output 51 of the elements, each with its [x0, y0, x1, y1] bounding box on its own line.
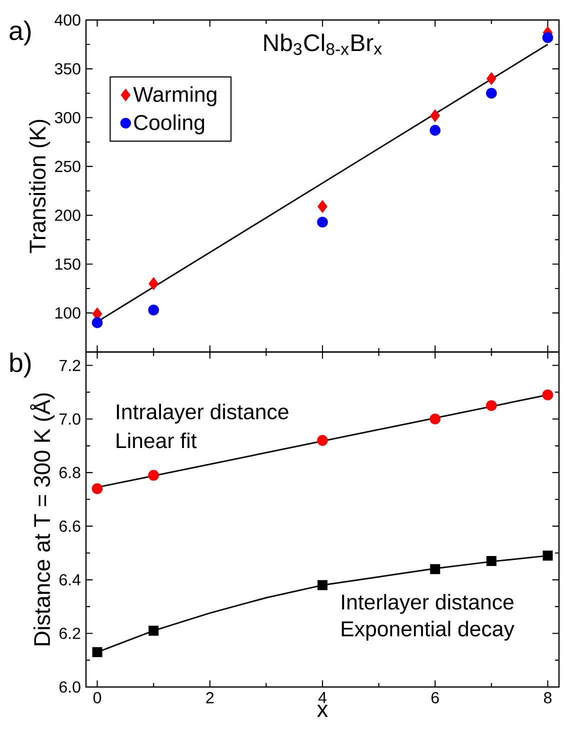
- text: b): [10, 352, 31, 378]
- x-tick-label: 6: [431, 692, 439, 704]
- y-tick-label: 6.4: [60, 574, 80, 586]
- y-tick-label: 6.6: [60, 520, 80, 532]
- point: [542, 550, 553, 561]
- point: [430, 414, 441, 424]
- point: [430, 109, 440, 122]
- point: [148, 277, 158, 290]
- y-tick-label: 6.8: [60, 466, 80, 478]
- point: [486, 556, 496, 566]
- point: [318, 580, 328, 590]
- point: [318, 200, 328, 213]
- y-tick-label: 250: [55, 160, 80, 172]
- y-tick-label: 100: [55, 307, 80, 319]
- y-tick-label: 300: [54, 112, 80, 124]
- point: [148, 626, 159, 636]
- y-tick-label: 200: [55, 210, 80, 221]
- point: [92, 317, 103, 328]
- point: [486, 400, 497, 411]
- y-tick-label: 7.2: [60, 360, 80, 371]
- text: a): [10, 20, 31, 46]
- y-tick-label: 6.2: [60, 628, 80, 640]
- text: Nb$_{3}$Cl$_{8-x}$Br$_{x}$: [264, 34, 382, 55]
- point: [148, 304, 159, 316]
- point: [486, 88, 497, 99]
- y-tick-label: 7.0: [60, 413, 80, 425]
- y-tick-label: 400: [54, 14, 80, 26]
- y-axis-title: Distance at T = 300 K (Å): [30, 393, 55, 646]
- legend-label: Warming: [133, 86, 216, 106]
- x-tick-label: 0: [93, 692, 102, 704]
- x-tick-label: 8: [544, 692, 552, 704]
- legend-label: Cooling: [134, 114, 204, 134]
- annotation: Exponential decay: [342, 620, 514, 641]
- point: [430, 564, 440, 574]
- x-tick-label: 4: [318, 692, 326, 704]
- annotation: Intralayer distance: [116, 404, 288, 424]
- annotation: Interlayer distance: [342, 594, 514, 614]
- point: [148, 470, 159, 481]
- x-tick-label: 2: [206, 692, 214, 704]
- y-axis-title: Transition (K): [28, 120, 50, 254]
- point: [430, 124, 441, 136]
- annotation: Linear fit: [116, 432, 197, 448]
- point: [317, 216, 328, 228]
- point: [486, 72, 496, 85]
- y-tick-label: 350: [54, 63, 80, 74]
- y-tick-label: 6.0: [60, 681, 80, 693]
- point: [92, 483, 103, 494]
- point: [92, 647, 102, 658]
- y-tick-label: 150: [55, 258, 80, 270]
- point: [317, 435, 328, 446]
- x-axis-title: x: [317, 704, 328, 717]
